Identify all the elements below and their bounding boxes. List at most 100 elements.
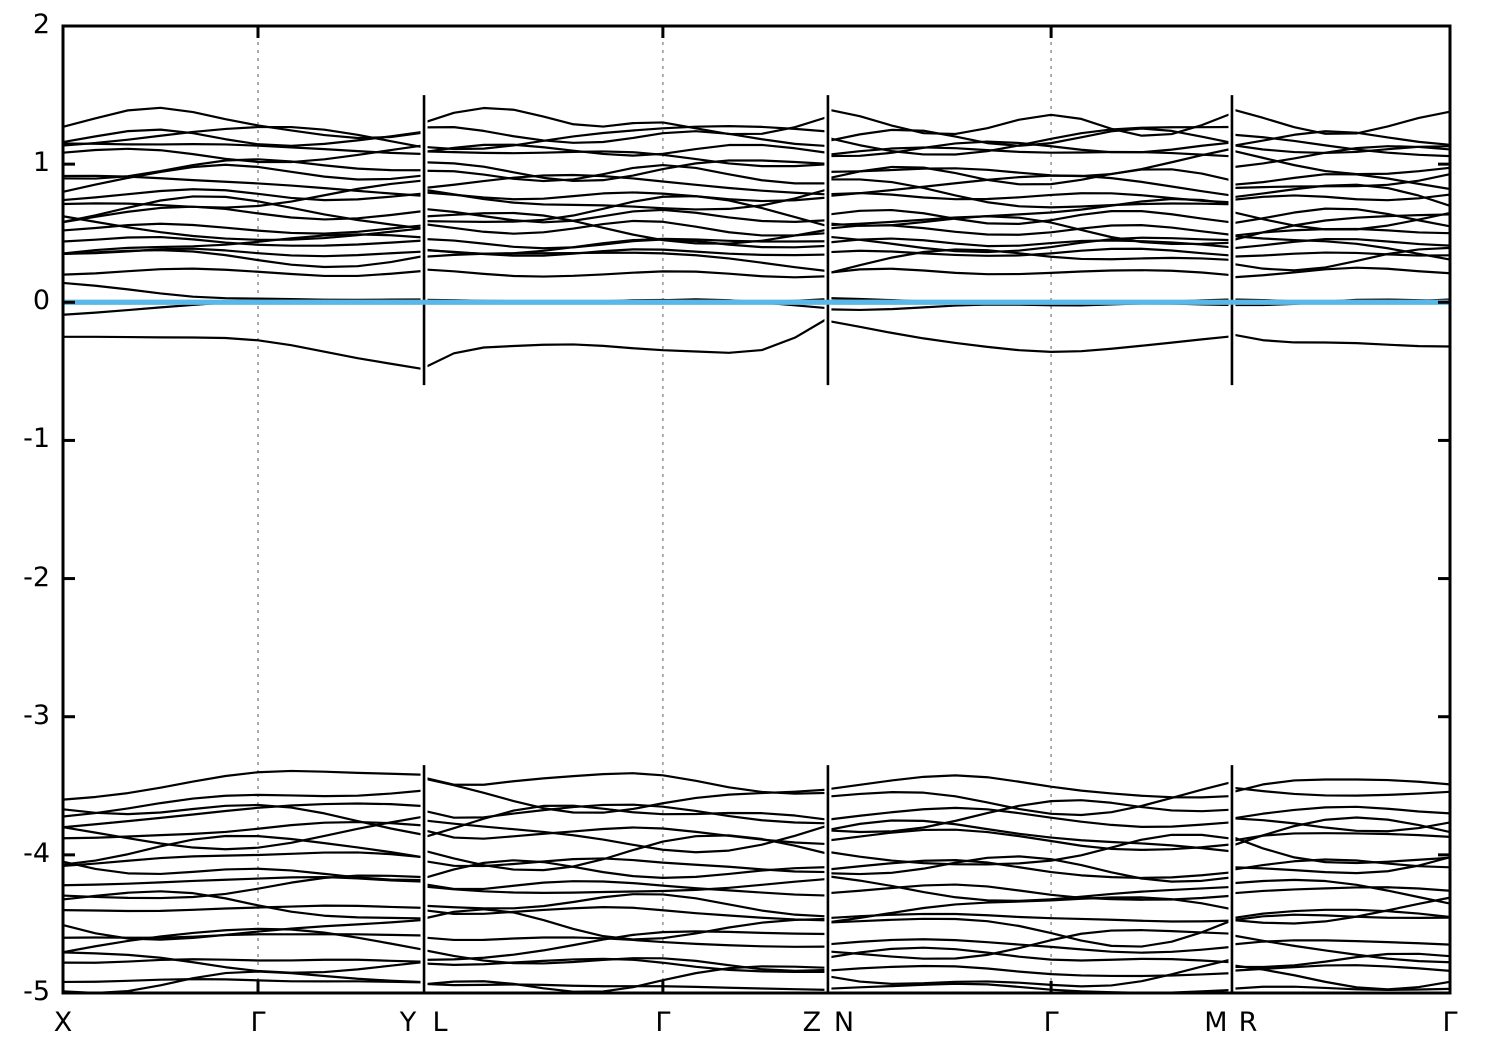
band-line xyxy=(61,789,426,818)
band-line xyxy=(1230,985,1452,992)
band-line xyxy=(1230,878,1452,905)
ytick-label: -3 xyxy=(23,699,50,731)
xtick-label-9: M xyxy=(1204,1007,1228,1038)
band-line xyxy=(1230,173,1452,190)
band-line xyxy=(422,219,830,237)
band-line xyxy=(422,777,830,814)
band-line xyxy=(1230,786,1452,797)
band-line xyxy=(61,179,426,209)
band-line xyxy=(422,908,830,941)
band-line xyxy=(826,828,1234,851)
band-line xyxy=(826,875,1234,902)
band-line xyxy=(826,912,1234,923)
band-line xyxy=(1230,816,1452,847)
band-line xyxy=(1230,856,1452,875)
band-line xyxy=(422,949,830,972)
band-line xyxy=(422,859,830,880)
band-line xyxy=(422,819,830,854)
band-line xyxy=(1230,246,1452,272)
ytick-label: 2 xyxy=(32,9,50,40)
band-line xyxy=(61,267,426,278)
band-line xyxy=(422,207,830,224)
band-line xyxy=(61,215,426,241)
band-line xyxy=(1230,108,1452,135)
band-line xyxy=(1230,213,1452,242)
band-line xyxy=(422,163,830,185)
band-line xyxy=(826,883,1234,901)
band-line xyxy=(422,159,830,183)
band-line xyxy=(422,237,830,250)
band-line xyxy=(1230,130,1452,148)
xtick-label-5: Γ xyxy=(655,1007,671,1038)
band-line xyxy=(422,188,830,211)
band-line xyxy=(61,281,426,301)
band-line xyxy=(826,174,1234,198)
band-line xyxy=(826,958,1234,988)
band-line xyxy=(61,958,426,964)
band-line xyxy=(61,249,426,269)
band-line xyxy=(1230,817,1452,833)
band-line xyxy=(61,851,426,868)
band-line xyxy=(826,147,1234,178)
band-line xyxy=(826,237,1234,249)
band-line xyxy=(1230,207,1452,228)
band-line xyxy=(61,834,426,866)
band-line xyxy=(422,965,830,993)
band-line xyxy=(1230,896,1452,925)
band-line xyxy=(826,917,1234,948)
band-line xyxy=(826,319,1234,353)
band-line xyxy=(1230,210,1452,231)
band-line xyxy=(61,927,426,954)
band-line xyxy=(1230,805,1452,820)
band-line xyxy=(1230,238,1452,250)
band-line xyxy=(826,235,1234,254)
band-line xyxy=(422,125,830,151)
band-line xyxy=(1230,333,1452,348)
band-line xyxy=(1230,832,1452,842)
band-line xyxy=(1230,149,1452,176)
band-line xyxy=(61,951,426,974)
band-line xyxy=(61,860,426,882)
band-line xyxy=(826,267,1234,277)
plot-frame xyxy=(61,24,1452,995)
band-line xyxy=(61,802,426,829)
band-line xyxy=(61,144,426,164)
band-line xyxy=(61,195,426,230)
band-line xyxy=(826,855,1234,883)
band-line xyxy=(826,197,1234,227)
band-line xyxy=(826,946,1234,964)
band-line xyxy=(422,317,830,369)
band-line xyxy=(826,165,1234,186)
xtick-label-8: Γ xyxy=(1043,1007,1059,1038)
band-line xyxy=(826,859,1234,880)
band-line xyxy=(1230,908,1452,920)
ytick-label: 1 xyxy=(32,147,50,179)
band-line xyxy=(1230,913,1452,922)
band-line xyxy=(826,215,1234,246)
band-line xyxy=(1230,952,1452,969)
xtick-label-2: Γ xyxy=(250,1007,266,1038)
ytick-label: -1 xyxy=(23,423,50,455)
band-line xyxy=(422,834,830,872)
band-line xyxy=(826,806,1234,828)
band-line xyxy=(422,268,830,279)
band-line xyxy=(1230,234,1452,261)
band-line xyxy=(1230,835,1452,865)
band-line xyxy=(422,191,830,203)
band-line xyxy=(61,815,426,851)
band-line xyxy=(1230,964,1452,991)
band-line xyxy=(61,970,426,995)
xtick-label-3: Y xyxy=(399,1007,417,1038)
xtick-label-11: Γ xyxy=(1442,1007,1458,1038)
band-line xyxy=(422,772,830,795)
band-line xyxy=(61,142,426,156)
band-line xyxy=(826,146,1234,158)
band-line xyxy=(61,890,426,920)
band-line xyxy=(826,833,1234,866)
band-line xyxy=(826,819,1234,853)
band-line xyxy=(826,208,1234,225)
band-line xyxy=(61,125,426,149)
band-line xyxy=(1230,778,1452,794)
band-line xyxy=(1230,193,1452,202)
